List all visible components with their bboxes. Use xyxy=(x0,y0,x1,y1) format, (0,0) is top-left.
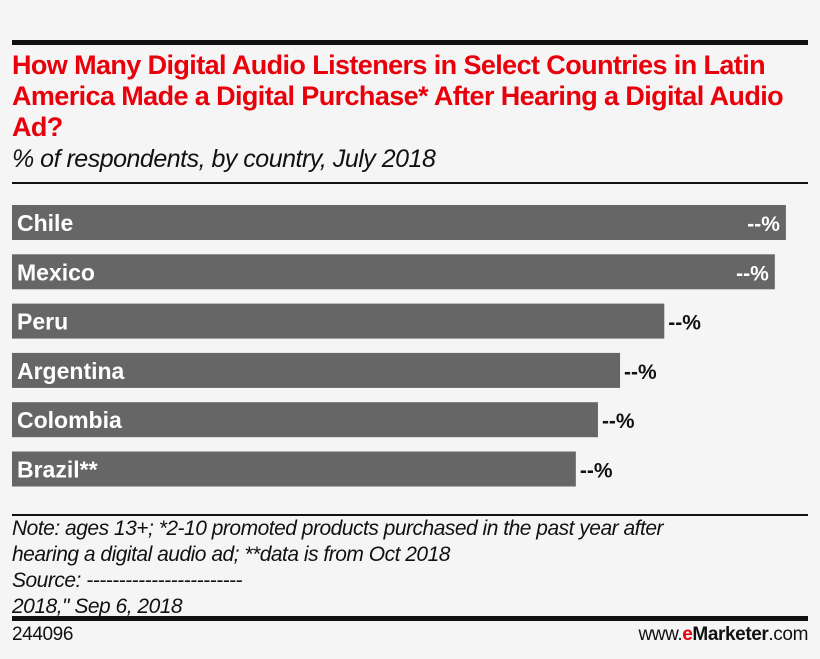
top-rule xyxy=(12,40,808,45)
source-line: Source: ------------------------ xyxy=(12,569,243,592)
subtitle-rule xyxy=(12,182,808,184)
bar-chile xyxy=(12,205,786,240)
value-label: --% xyxy=(624,361,657,384)
bottom-rule xyxy=(12,616,808,621)
category-label: Colombia xyxy=(17,407,122,433)
emarketer-logo: www.eMarketer.com xyxy=(638,624,808,646)
category-label: Peru xyxy=(17,309,68,335)
logo-name: Marketer xyxy=(692,624,769,645)
value-label: --% xyxy=(602,410,635,433)
note-rule xyxy=(12,514,808,516)
chart-title: How Many Digital Audio Listeners in Sele… xyxy=(12,50,784,142)
note-line: hearing a digital audio ad; **data is fr… xyxy=(12,543,450,566)
bar-colombia xyxy=(12,402,598,438)
value-label: --% xyxy=(668,312,701,335)
chart-subtitle: % of respondents, by country, July 2018 xyxy=(12,145,436,173)
note-line: Note: ages 13+; *2-10 promoted products … xyxy=(12,517,664,540)
value-label: --% xyxy=(736,262,769,285)
category-label: Argentina xyxy=(17,358,125,384)
notes: Note: ages 13+; *2-10 promoted products … xyxy=(12,516,664,620)
bar-mexico xyxy=(12,254,775,290)
value-label: --% xyxy=(580,460,613,483)
bar-brazil xyxy=(12,451,576,487)
logo-e: e xyxy=(682,624,693,645)
category-label: Brazil** xyxy=(17,457,98,483)
bar-peru xyxy=(12,303,665,339)
bar-chart: Chile --% Mexico --% Peru --% Argentina --% Colo… xyxy=(12,205,786,487)
bar-argentina xyxy=(12,352,621,388)
logo-prefix: www. xyxy=(638,624,683,645)
value-label: --% xyxy=(747,213,780,236)
category-label: Mexico xyxy=(17,259,95,285)
logo-suffix: .com xyxy=(768,624,808,645)
category-label: Chile xyxy=(17,210,73,236)
source-line: 2018," Sep 6, 2018 xyxy=(12,595,183,618)
chart-id: 244096 xyxy=(12,624,74,645)
